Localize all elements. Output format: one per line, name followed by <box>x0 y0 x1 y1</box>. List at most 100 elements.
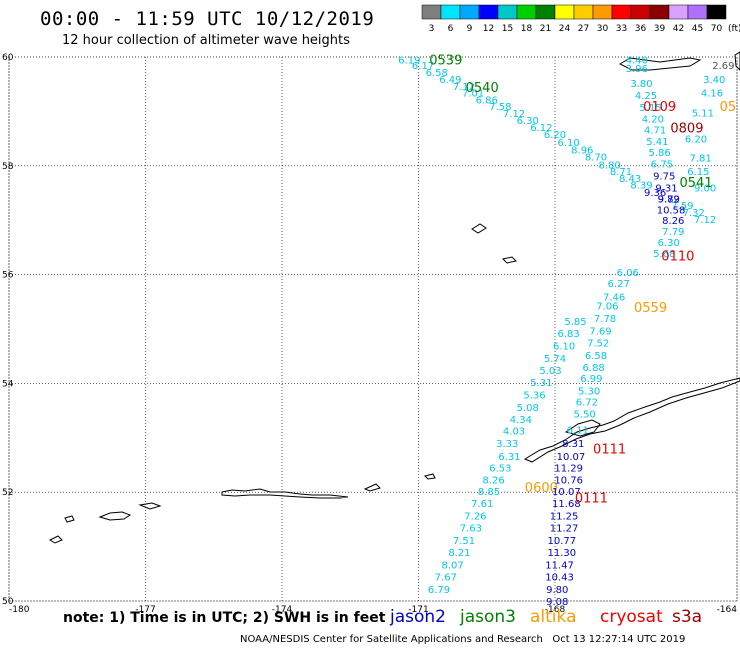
track-pass-label: 0539 <box>429 54 462 69</box>
wave-height-value: 11.27 <box>550 524 579 535</box>
colorbar-label: 33 <box>616 24 627 34</box>
wave-height-value: 6.79 <box>428 585 450 596</box>
legend-cryosat: cryosat <box>600 607 663 627</box>
wave-height-value: 5.41 <box>646 137 668 148</box>
wave-height-value: 6.49 <box>439 75 461 86</box>
legend-jason2: jason2 <box>390 607 446 627</box>
wave-height-value: 7.26 <box>464 512 486 523</box>
coastline-island-d <box>424 473 436 480</box>
wave-height-value: 7.51 <box>453 536 475 547</box>
wave-height-value: 5.36 <box>523 390 545 401</box>
coastline-aleutians-east <box>523 377 740 463</box>
track-pass-label: 0109 <box>643 100 676 115</box>
coastline-island-c <box>363 483 381 492</box>
wave-height-value: 7.78 <box>594 314 616 325</box>
wave-height-value: 4.20 <box>642 114 664 125</box>
wave-height-value: 6.86 <box>476 95 498 106</box>
y-tick-label: 52 <box>2 488 13 498</box>
wave-height-value: 6.12 <box>530 123 552 134</box>
map-grid <box>8 56 738 602</box>
x-tick-label: -168 <box>545 605 566 615</box>
wave-height-value: 5.68 <box>653 249 675 260</box>
x-tick-label: -180 <box>9 605 30 615</box>
x-tick-label: -164 <box>717 605 738 615</box>
wave-height-value: 7.81 <box>689 154 711 165</box>
colorbar-label: 21 <box>540 24 551 34</box>
wave-height-value: 5.03 <box>539 366 561 377</box>
coastline-island-e <box>48 535 63 544</box>
wave-height-value: 8.80 <box>598 161 620 172</box>
wave-height-value: 6.99 <box>580 374 602 385</box>
wave-height-value: 11.30 <box>548 548 577 559</box>
y-tick-label: 56 <box>2 271 14 281</box>
y-tick-label: 50 <box>2 597 14 607</box>
wave-height-value: 10.77 <box>548 536 577 547</box>
wave-height-value: 7.12 <box>694 215 716 226</box>
wave-height-value: 6.31 <box>498 452 520 463</box>
colorbar-swatch <box>630 4 651 20</box>
wave-height-value: 7.32 <box>683 208 705 219</box>
track-pass-label: 0559 <box>634 301 667 316</box>
wave-height-value: 6.15 <box>687 167 709 178</box>
coastline-unimak <box>564 419 601 437</box>
wave-height-value: 7.69 <box>589 327 611 338</box>
colorbar-swatch <box>421 4 442 20</box>
coastline-mainland <box>734 51 740 71</box>
colorbar-label: 3 <box>429 24 435 34</box>
track-pass-label: 0809 <box>670 122 703 137</box>
wave-height-value: 6.30 <box>517 116 539 127</box>
coastline-pribilof-a <box>471 223 487 234</box>
wave-height-value: 3.80 <box>630 79 652 90</box>
wave-height-value: 11.25 <box>550 512 579 523</box>
wave-height-value: 4.16 <box>701 88 723 99</box>
chart-title: 00:00 - 11:59 UTC 10/12/2019 <box>40 8 375 30</box>
wave-height-value: 10.43 <box>545 573 574 584</box>
wave-height-value: 7.12 <box>453 82 475 93</box>
wave-height-value: 6.58 <box>585 351 607 362</box>
wave-height-value: 8.31 <box>562 439 584 450</box>
colorbar-unit: (ft) <box>728 24 740 34</box>
wave-height-value: 8.96 <box>571 145 593 156</box>
wave-height-value: 10.07 <box>557 452 586 463</box>
colorbar-swatch <box>592 4 613 20</box>
x-tick-label: -177 <box>135 605 155 615</box>
wave-height-value: 7.52 <box>587 339 609 350</box>
colorbar-swatch <box>497 4 518 20</box>
wave-height-value: 3.40 <box>703 75 725 86</box>
wave-height-value: 6.53 <box>489 464 511 475</box>
wave-height-value: 6.27 <box>608 279 630 290</box>
wave-height-value: 5.15 <box>639 103 661 114</box>
wave-height-value: 9.80 <box>546 585 568 596</box>
colorbar-label: 18 <box>521 24 533 34</box>
wave-height-value: 4.03 <box>503 427 525 438</box>
legend-s3a: s3a <box>672 607 703 627</box>
colorbar-label: 24 <box>559 24 571 34</box>
colorbar-label: 9 <box>467 24 473 34</box>
coastline-island-b <box>138 502 162 510</box>
wave-height-value: 7.46 <box>603 292 625 303</box>
wave-height-value: 5.50 <box>573 409 595 420</box>
colorbar-label: 15 <box>502 24 513 34</box>
wave-height-value: 8.43 <box>619 174 641 185</box>
wave-height-value: 6.72 <box>576 397 598 408</box>
wave-height-value: 7.61 <box>471 499 493 510</box>
wave-height-value: 7.58 <box>489 102 511 113</box>
track-pass-label: 0541 <box>680 176 713 191</box>
track-pass-label: 0600 <box>525 481 558 496</box>
wave-height-value: 6.10 <box>558 138 580 149</box>
wave-height-value: 10.58 <box>657 205 686 216</box>
wave-height-value: 6.20 <box>544 130 566 141</box>
colorbar-swatch <box>611 4 632 20</box>
coastline-nunivak <box>618 57 702 71</box>
wave-height-value: 9.31 <box>655 184 677 195</box>
legend-altika: altika <box>530 607 577 627</box>
colorbar-swatch <box>687 4 708 20</box>
colorbar-label: 27 <box>578 24 589 34</box>
colorbar-swatch <box>668 4 689 20</box>
wave-height-value: 8.71 <box>610 167 632 178</box>
wave-height-value: 6.30 <box>658 238 680 249</box>
wave-height-value: 5.08 <box>517 403 539 414</box>
coastline-island-a <box>98 511 132 521</box>
wave-height-value: 4.34 <box>510 415 532 426</box>
